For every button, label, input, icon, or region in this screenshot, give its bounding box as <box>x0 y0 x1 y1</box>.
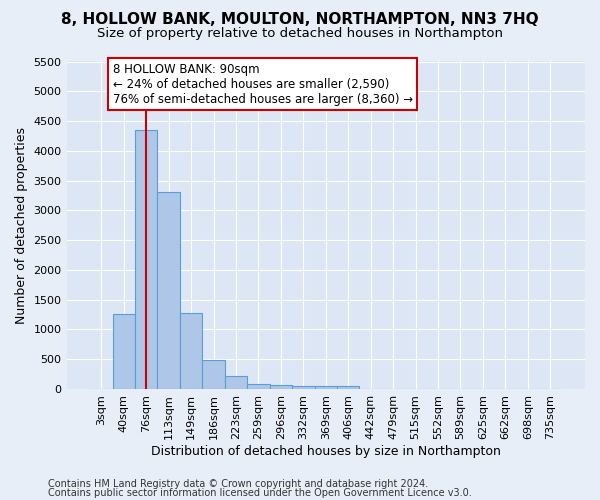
Bar <box>269 385 292 389</box>
Text: 8 HOLLOW BANK: 90sqm
← 24% of detached houses are smaller (2,590)
76% of semi-de: 8 HOLLOW BANK: 90sqm ← 24% of detached h… <box>113 62 413 106</box>
Bar <box>113 314 135 389</box>
Bar <box>225 376 247 389</box>
Bar <box>202 360 225 389</box>
Bar <box>157 192 180 389</box>
Bar <box>337 386 359 389</box>
Bar <box>247 384 269 389</box>
Text: Contains HM Land Registry data © Crown copyright and database right 2024.: Contains HM Land Registry data © Crown c… <box>48 479 428 489</box>
Bar <box>180 314 202 389</box>
Text: Size of property relative to detached houses in Northampton: Size of property relative to detached ho… <box>97 28 503 40</box>
Bar <box>314 386 337 389</box>
Y-axis label: Number of detached properties: Number of detached properties <box>15 126 28 324</box>
Bar <box>292 386 314 389</box>
Text: Contains public sector information licensed under the Open Government Licence v3: Contains public sector information licen… <box>48 488 472 498</box>
Bar <box>135 130 157 389</box>
X-axis label: Distribution of detached houses by size in Northampton: Distribution of detached houses by size … <box>151 444 501 458</box>
Text: 8, HOLLOW BANK, MOULTON, NORTHAMPTON, NN3 7HQ: 8, HOLLOW BANK, MOULTON, NORTHAMPTON, NN… <box>61 12 539 28</box>
